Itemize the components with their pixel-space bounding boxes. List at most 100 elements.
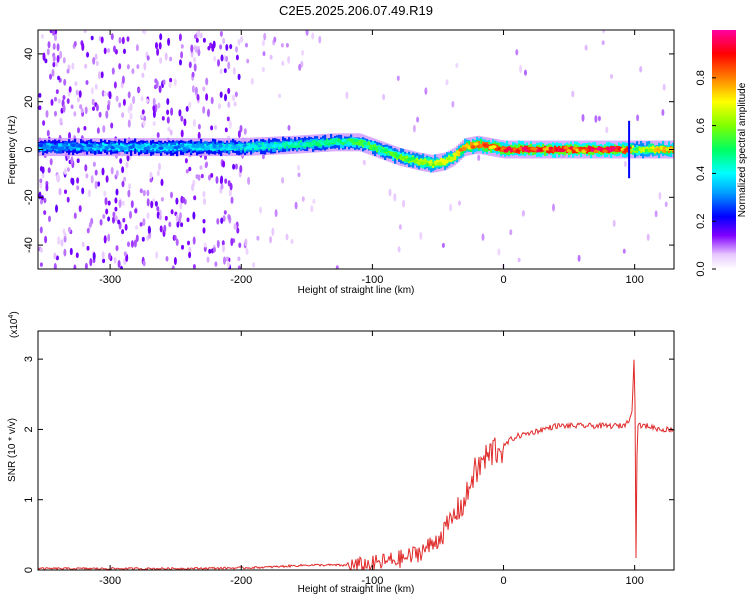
spectrogram-noise-speck — [84, 164, 88, 172]
spectrogram-noise-speck — [42, 52, 46, 61]
spectrogram-noise-speck — [117, 219, 121, 225]
spectrogram-noise-speck — [52, 55, 56, 62]
spectrogram-noise-speck — [190, 44, 194, 53]
spectrogram-noise-speck — [110, 122, 114, 129]
spectrogram-noise-layer — [38, 30, 668, 269]
spectrogram-noise-speck — [114, 215, 118, 222]
spectrogram-ridge-cell — [470, 141, 473, 149]
figure-title: C2E5.2025.206.07.49.R19 — [279, 3, 433, 18]
spectrogram-noise-speck — [57, 75, 61, 81]
spectrogram-noise-speck — [227, 213, 231, 221]
spectrogram-noise-speck — [220, 54, 224, 62]
spectrogram-noise-speck — [208, 174, 211, 181]
spectrogram-noise-speck — [129, 112, 133, 120]
spectrogram-noise-speck — [396, 75, 400, 81]
spectrogram-ridge-cell — [478, 141, 481, 147]
spectrogram-noise-speck — [240, 35, 244, 43]
spectrogram-noise-speck — [661, 109, 665, 116]
spectrogram-x-tick-label: 0 — [500, 274, 506, 286]
spectrogram-noise-speck — [53, 262, 57, 269]
spectrogram-noise-speck — [218, 102, 221, 110]
spectrogram-noise-speck — [217, 59, 220, 67]
spectrogram-noise-speck — [52, 43, 56, 50]
spectrogram-ridge-cell — [438, 159, 441, 165]
snr-y-axis-title: SNR (10 * v/v) — [7, 418, 18, 482]
spectrogram-noise-speck — [280, 43, 284, 48]
spectrogram-noise-speck — [225, 43, 229, 51]
spectrogram-noise-speck — [126, 64, 130, 70]
spectrogram-noise-speck — [66, 69, 70, 74]
spectrogram-noise-speck — [335, 265, 339, 269]
spectrogram-ridge-cell — [368, 141, 371, 147]
spectrogram-ridge-cell — [68, 143, 71, 149]
spectrogram-noise-speck — [105, 208, 109, 215]
spectrogram-noise-speck — [108, 91, 112, 100]
spectrogram-ridge-cell — [244, 145, 247, 152]
spectrogram-noise-speck — [102, 125, 106, 133]
spectrogram-noise-speck — [202, 227, 206, 234]
spectrogram-noise-speck — [60, 239, 64, 247]
spectrogram-noise-speck — [101, 167, 105, 176]
spectrogram-noise-speck — [239, 124, 243, 133]
spectrogram-noise-speck — [228, 189, 232, 197]
spectrogram-noise-speck — [62, 94, 66, 101]
spectrogram-noise-speck — [158, 214, 162, 221]
spectrogram-noise-speck — [156, 132, 160, 139]
spectrogram-ridge-core — [461, 147, 467, 151]
spectrogram-noise-speck — [187, 240, 190, 246]
spectrogram-noise-speck — [114, 206, 118, 212]
spectrogram-ridge-cell — [70, 142, 73, 150]
spectrogram-noise-speck — [622, 248, 626, 254]
spectrogram-noise-speck — [135, 44, 139, 52]
spectrogram-noise-speck — [83, 30, 87, 34]
spectrogram-noise-speck — [56, 54, 60, 63]
spectrogram-noise-speck — [191, 71, 195, 78]
spectrogram-noise-speck — [173, 256, 177, 266]
spectrogram-noise-speck — [297, 172, 301, 178]
spectrogram-noise-speck — [382, 93, 386, 101]
spectrogram-noise-speck — [62, 57, 66, 64]
spectrogram-noise-speck — [40, 33, 44, 39]
spectrogram-noise-speck — [269, 54, 273, 60]
spectrogram-noise-speck — [654, 210, 658, 218]
spectrogram-noise-speck — [245, 42, 248, 48]
spectrogram-noise-speck — [169, 56, 173, 62]
spectrogram-noise-speck — [78, 205, 82, 213]
spectrogram-noise-speck — [237, 265, 241, 269]
spectrogram-noise-speck — [103, 190, 107, 197]
spectrogram-noise-speck — [137, 87, 141, 93]
spectrogram-ridge-cell — [598, 147, 601, 155]
spectrogram-noise-speck — [200, 173, 204, 179]
snr-panel: -300 -200 -100 0 100 0 1 2 3 Height of straight… — [7, 311, 675, 595]
spectrogram-noise-speck — [193, 56, 196, 63]
spectrogram-noise-speck — [232, 94, 235, 102]
spectrogram-noise-speck — [49, 158, 53, 166]
spectrogram-noise-speck — [517, 257, 521, 263]
spectrogram-noise-speck — [83, 126, 87, 131]
spectrogram-noise-speck — [451, 100, 455, 108]
spectrogram-noise-speck — [161, 116, 165, 121]
spectrogram-ridge-cell — [184, 143, 187, 148]
snr-y-tick-label: 1 — [23, 497, 35, 503]
spectrogram-noise-speck — [141, 109, 145, 115]
spectrogram-noise-speck — [113, 45, 116, 53]
spectrogram-noise-speck — [178, 109, 182, 117]
spectrogram-noise-speck — [43, 197, 47, 204]
spectrogram-noise-speck — [100, 71, 104, 79]
snr-frame — [37, 330, 675, 571]
spectrogram-ridge-core — [353, 138, 359, 143]
spectrogram-noise-speck — [208, 248, 212, 254]
colorbar-tick-label: 0.4 — [695, 166, 707, 181]
spectrogram-noise-speck — [162, 79, 166, 86]
spectrogram-noise-speck — [101, 251, 105, 259]
spectrogram-noise-speck — [96, 127, 100, 134]
spectrogram-noise-speck — [107, 233, 111, 242]
spectrogram-noise-speck — [158, 162, 161, 171]
spectrogram-noise-speck — [100, 36, 104, 44]
spectrogram-noise-speck — [229, 182, 233, 191]
spectrogram-noise-speck — [222, 215, 226, 222]
spectrogram-noise-speck — [222, 160, 226, 168]
spectrogram-ridge-core — [332, 138, 338, 143]
spectrogram-ridge-core — [83, 146, 89, 151]
spectrogram-noise-speck — [70, 156, 74, 165]
